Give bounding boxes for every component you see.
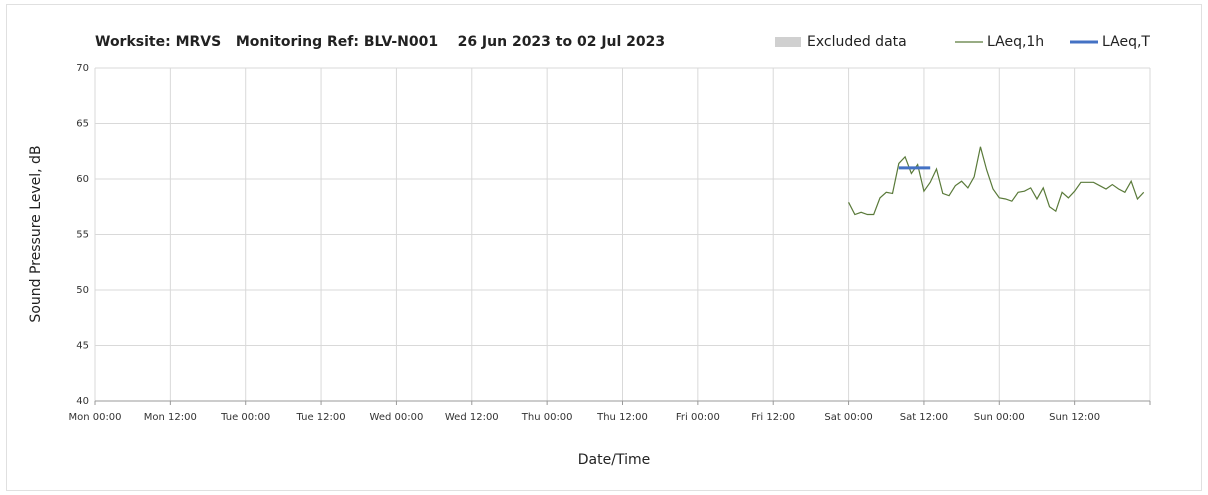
- y-tick-label: 50: [76, 285, 89, 296]
- x-tick-label: Sun 12:00: [1049, 412, 1100, 423]
- x-tick-label: Sat 00:00: [824, 412, 872, 423]
- x-axis-label: Date/Time: [578, 452, 650, 468]
- legend-label: Excluded data: [807, 34, 907, 50]
- x-tick-label: Mon 00:00: [68, 412, 121, 423]
- y-tick-label: 40: [76, 396, 89, 407]
- y-tick-label: 45: [76, 341, 89, 352]
- legend-swatch: [775, 37, 801, 47]
- x-tick-label: Sat 12:00: [900, 412, 948, 423]
- x-tick-label: Tue 00:00: [220, 412, 270, 423]
- y-tick-label: 65: [76, 119, 89, 130]
- y-axis-label: Sound Pressure Level, dB: [28, 145, 44, 322]
- frame: [6, 4, 1202, 491]
- legend-label: LAeq,1h: [987, 34, 1044, 50]
- x-tick-label: Wed 00:00: [370, 412, 424, 423]
- x-tick-label: Fri 12:00: [751, 412, 795, 423]
- x-tick-label: Mon 12:00: [144, 412, 197, 423]
- x-tick-label: Wed 12:00: [445, 412, 499, 423]
- y-tick-label: 55: [76, 230, 89, 241]
- series-line: [848, 146, 1145, 216]
- x-tick-label: Thu 00:00: [521, 412, 573, 423]
- x-tick-label: Thu 12:00: [596, 412, 648, 423]
- y-tick-label: 70: [76, 63, 89, 74]
- y-tick-label: 60: [76, 174, 89, 185]
- x-tick-label: Sun 00:00: [974, 412, 1025, 423]
- legend-label: LAeq,T: [1102, 34, 1150, 50]
- x-tick-label: Fri 00:00: [676, 412, 720, 423]
- x-tick-label: Tue 12:00: [296, 412, 346, 423]
- chart-title: Worksite: MRVS Monitoring Ref: BLV-N001 …: [95, 34, 665, 50]
